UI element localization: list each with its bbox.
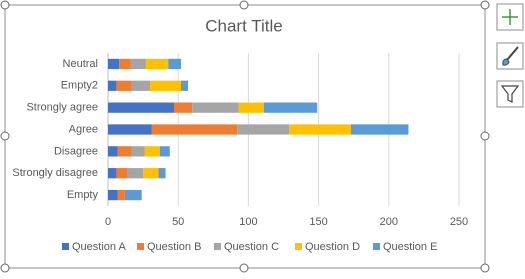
x-tick-label: 0 (105, 216, 111, 228)
bar-segment (144, 146, 160, 157)
bar-segment (158, 168, 166, 179)
bar-segment (238, 102, 264, 113)
legend-swatch (295, 243, 302, 250)
y-tick-label: Neutral (63, 58, 98, 70)
legend-label: Question C (224, 241, 279, 253)
bar-segment (131, 146, 145, 157)
bar-segment (131, 80, 151, 91)
legend-label: Question E (383, 241, 437, 253)
bar-segment (237, 124, 290, 135)
legend-label: Question B (147, 241, 201, 253)
bar-segment (130, 58, 146, 70)
bar-segment (117, 189, 125, 201)
bar-segment (173, 102, 193, 113)
legend-label: Question A (72, 241, 126, 253)
bar-segment (119, 58, 131, 70)
bar-segment (108, 146, 118, 157)
plot-area: 0 50 100 150 200 250 Neutral Empty2 Strongly agr… (12, 53, 468, 253)
selection-handles (0, 0, 490, 273)
bar-segment (181, 80, 189, 91)
chart-elements-button[interactable] (496, 3, 524, 31)
bar-segment (192, 102, 239, 113)
y-tick-label: Empty2 (61, 80, 98, 92)
y-tick-label: Strongly disagree (12, 167, 98, 179)
x-tick-label: 50 (172, 216, 184, 228)
chart-area[interactable] (4, 4, 486, 269)
bar-segment (159, 146, 170, 157)
bar-segment (108, 80, 117, 91)
bar-segment (168, 58, 182, 70)
bar-segment (143, 168, 159, 179)
handle[interactable] (0, 263, 10, 273)
bar-segment (108, 168, 117, 179)
bar-segment (124, 189, 142, 201)
bar-segment (108, 58, 120, 70)
bar-segment (151, 124, 238, 135)
handle[interactable] (0, 131, 10, 141)
legend-label: Question D (305, 241, 360, 253)
chart-styles-button[interactable] (496, 42, 524, 70)
legend-swatch (214, 243, 221, 250)
handle[interactable] (480, 131, 490, 141)
bar-segment (145, 58, 169, 70)
bar-segment (350, 124, 409, 135)
legend-swatch (62, 243, 69, 250)
chart-filters-button[interactable] (496, 80, 524, 108)
bar-segment (263, 102, 318, 113)
bar-segment (108, 189, 118, 201)
chart-title: Chart Title (205, 16, 282, 35)
x-tick-label: 150 (309, 216, 327, 228)
bar-segment (108, 102, 174, 113)
y-tick-label: Disagree (54, 145, 98, 157)
handle[interactable] (239, 263, 249, 273)
bar-segment (127, 168, 144, 179)
legend-swatch (373, 243, 380, 250)
handle[interactable] (0, 0, 10, 10)
y-tick-label: Agree (69, 123, 98, 135)
bar-segment (117, 146, 132, 157)
bar-segment (289, 124, 351, 135)
legend-swatch (137, 243, 144, 250)
handle[interactable] (480, 0, 490, 10)
bar-segment (150, 80, 182, 91)
bar-segment (108, 124, 152, 135)
y-tick-label: Empty (67, 189, 99, 201)
y-tick-label: Strongly agree (26, 102, 98, 114)
handle[interactable] (480, 263, 490, 273)
handle[interactable] (239, 0, 249, 10)
x-tick-label: 250 (450, 216, 468, 228)
x-tick-label: 200 (380, 216, 398, 228)
bar-segment (116, 168, 128, 179)
bar-segment (116, 80, 132, 91)
x-tick-label: 100 (239, 216, 257, 228)
